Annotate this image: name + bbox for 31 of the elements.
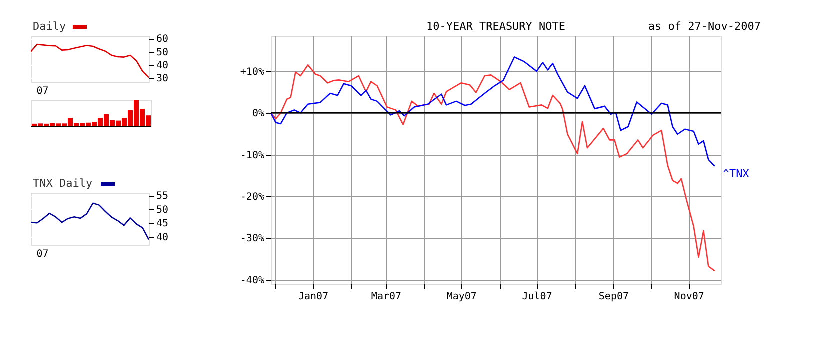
legend-label: TNX Daily: [33, 177, 93, 190]
y-tick-label: -40%: [240, 275, 264, 286]
y-tick-label: -20%: [240, 192, 264, 203]
y-tick-label: 40: [156, 60, 169, 72]
line-series: [271, 64, 716, 272]
x-tick-label: Jul07: [522, 292, 552, 302]
line-series: [271, 56, 716, 168]
x-tick-label: Sep07: [598, 292, 629, 302]
chart-subtitle: as of 27-Nov-2007: [648, 20, 761, 33]
y-tick-label: 0%: [252, 108, 264, 120]
x-tick-label: Nov07: [674, 292, 704, 302]
legend-label: Daily: [33, 20, 66, 33]
y-tick-label: 60: [156, 34, 169, 46]
x-tick-label: Mar07: [371, 292, 402, 302]
y-tick-label: 40: [156, 232, 169, 244]
y-tick-label: -10%: [240, 150, 264, 162]
y-tick-label: 45: [156, 218, 169, 230]
y-tick-label: 50: [156, 204, 169, 216]
y-tick-label: 30: [156, 74, 169, 85]
x-tick-label: Jan07: [298, 292, 329, 302]
chart-title: 10-YEAR TREASURY NOTE: [426, 20, 566, 33]
y-tick-label: 50: [156, 47, 169, 58]
y-tick-label: -30%: [240, 234, 264, 245]
text: 07: [36, 249, 49, 260]
y-tick-label: 55: [156, 191, 169, 202]
x-tick-label: May07: [446, 292, 477, 302]
text: 07: [36, 86, 49, 97]
series-label: ^TNX: [722, 167, 750, 180]
line-series: [31, 44, 149, 78]
y-tick-label: +10%: [240, 66, 264, 78]
line-series: [31, 202, 149, 240]
